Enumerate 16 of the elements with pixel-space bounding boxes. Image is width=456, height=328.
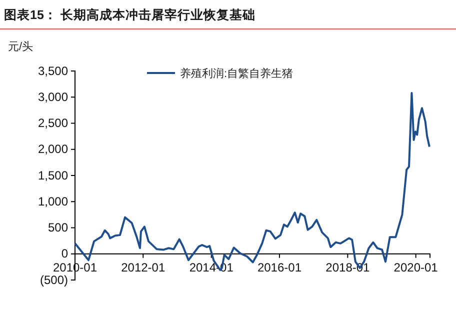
x-tick-label: 2016-01 — [257, 260, 302, 275]
x-tick-label: 2018-01 — [326, 260, 370, 275]
y-tick-label: 3,500 — [38, 64, 68, 78]
y-tick-label: 3,000 — [38, 90, 68, 104]
y-tick-label: 2,000 — [38, 142, 68, 156]
y-tick-label: (500) — [40, 272, 68, 287]
chart-title: 图表15： 长期高成本冲击屠宰行业恢复基础 — [4, 7, 256, 22]
x-tick-label: 2020-01 — [394, 260, 438, 275]
y-tick-label: 2,500 — [38, 116, 68, 130]
y-tick-label: 1,000 — [38, 194, 68, 208]
x-tick-label: 2012-01 — [121, 260, 166, 275]
legend-label: 养殖利润:自繁自养生猪 — [180, 67, 294, 80]
y-tick-label: 500 — [48, 220, 68, 235]
y-axis-title: 元/头 — [8, 40, 34, 53]
y-tick-label: 1,500 — [38, 168, 68, 182]
y-tick-label: 0 — [61, 246, 68, 261]
